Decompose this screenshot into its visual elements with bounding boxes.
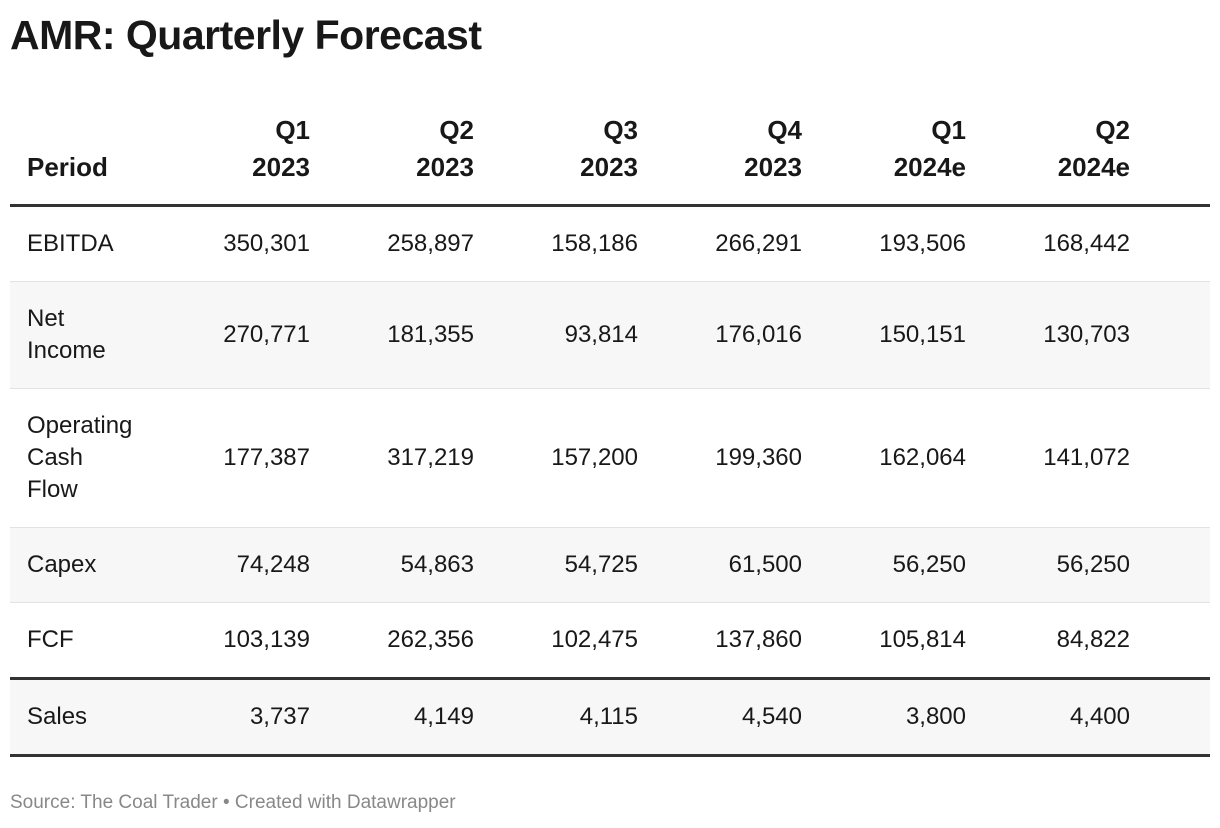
data-table: Period Q1 2023 Q2 2023 Q3 2023 Q4 2023 Q1 202… [10,112,1210,757]
column-header: Q4 2023 [638,112,802,207]
cell: 93,814 [474,281,638,389]
cell: 158,186 [474,205,638,282]
cell: 130,703 [966,281,1130,389]
footer: Source: The Coal Trader • Created with D… [10,792,456,813]
cell: 61,500 [638,527,802,603]
cell: 199,360 [638,388,802,528]
row-label: Net Income [10,281,146,389]
column-header: Q1 2023 [146,112,310,207]
cell: 56,250 [802,527,966,603]
cell: 4,115 [474,677,638,757]
cell: 177,387 [146,388,310,528]
cell: 3,737 [146,677,310,757]
title: AMR: Quarterly Forecast [10,12,482,58]
header-row: Period Q1 2023 Q2 2023 Q3 2023 Q4 2023 Q1 202… [10,112,1210,207]
table-row: Net Income 270,771 181,355 93,814 176,016 150… [10,281,1210,389]
cell: 137,860 [715,626,802,653]
column-header: Period [10,112,146,207]
cell: 56,250 [966,527,1130,603]
row-label: Capex [10,527,146,603]
row-label: Sales [10,677,146,757]
cell: 193,506 [802,205,966,282]
cell: 150,151 [802,281,966,389]
cell: 4,400 [966,677,1130,757]
row-label: FCF [27,626,74,653]
spacer-cell [1130,527,1210,603]
table-row: Capex 74,248 54,863 54,725 61,500 56,250 56,25… [10,527,1210,603]
cell: 141,072 [966,388,1130,528]
cell: 266,291 [638,205,802,282]
table-row: Operating Cash Flow 177,387 317,219 157,200… [10,388,1210,528]
spacer-cell [1130,281,1210,389]
column-header: Q3 2023 [474,112,638,207]
cell: 262,356 [387,626,474,653]
row-label: EBITDA [10,205,146,282]
cell: 54,863 [310,527,474,603]
cell: 181,355 [310,281,474,389]
spacer-cell [1130,603,1210,679]
cell: 102,475 [551,626,638,653]
cell: 258,897 [310,205,474,282]
spacer-header [1130,112,1210,207]
cell: 270,771 [146,281,310,389]
cell: 350,301 [146,205,310,282]
cell: 74,248 [146,527,310,603]
cell: 84,822 [1056,626,1130,653]
table-row: FCF 103,139 262,356 102,475 137,860 105,814 84… [10,603,1210,679]
column-header: Q2 2023 [310,112,474,207]
table-row: EBITDA 350,301 258,897 158,186 266,291 193,50… [10,205,1210,282]
spacer-cell [1130,677,1210,757]
cell: 157,200 [474,388,638,528]
table-row: Sales 3,737 4,149 4,115 4,540 3,800 4,400 [10,677,1210,757]
spacer-cell [1130,205,1210,282]
column-header: Q2 2024e [966,112,1130,207]
cell: 168,442 [966,205,1130,282]
row-label: Operating Cash Flow [10,388,146,528]
cell: 4,149 [310,677,474,757]
cell: 162,064 [802,388,966,528]
cell: 317,219 [310,388,474,528]
cell: 103,139 [223,626,310,653]
column-header: Q1 2024e [802,112,966,207]
cell: 54,725 [474,527,638,603]
cell: 3,800 [802,677,966,757]
cell: 176,016 [638,281,802,389]
cell: 4,540 [638,677,802,757]
cell: 105,814 [879,626,966,653]
spacer-cell [1130,388,1210,528]
